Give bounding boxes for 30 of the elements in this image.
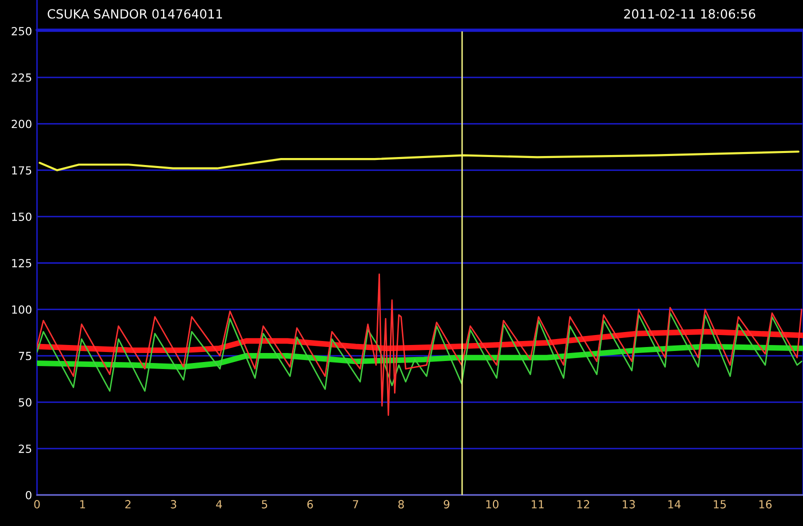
x-tick-label: 4 (216, 500, 222, 508)
y-tick-label: 0 (26, 490, 32, 500)
x-tick-label: 5 (262, 500, 268, 508)
x-tick-label: 16 (759, 500, 772, 508)
y-tick-label: 100 (12, 305, 32, 314)
x-tick-label: 11 (532, 500, 544, 508)
y-tick-label: 75 (18, 352, 32, 360)
x-tick-label: 0 (34, 500, 40, 508)
y-tick-label: 225 (12, 73, 32, 82)
x-tick-label: 9 (444, 500, 450, 508)
x-tick-label: 2 (125, 500, 130, 508)
y-tick-label: 200 (12, 120, 32, 128)
chart-subtitle: 2011-02-11 18:06:56 (624, 9, 756, 19)
x-tick-label: 6 (307, 500, 313, 508)
x-tick-label: 12 (577, 500, 590, 508)
x-tick-label: 3 (170, 500, 176, 508)
x-tick-label: 15 (714, 500, 726, 508)
x-tick-label: 14 (668, 500, 681, 508)
y-tick-label: 150 (12, 212, 32, 221)
chart-title: CSUKA SANDOR 014764011 (48, 9, 222, 19)
y-tick-label: 125 (12, 258, 32, 268)
x-tick-label: 8 (398, 500, 404, 508)
x-tick-label: 1 (80, 500, 86, 508)
y-tick-label: 175 (12, 166, 32, 175)
y-tick-label: 25 (18, 444, 32, 453)
x-tick-label: 13 (622, 500, 635, 508)
y-tick-label: 250 (12, 26, 32, 36)
y-tick-label: 50 (18, 398, 32, 407)
x-tick-label: 10 (486, 500, 498, 508)
x-tick-label: 7 (352, 500, 358, 508)
